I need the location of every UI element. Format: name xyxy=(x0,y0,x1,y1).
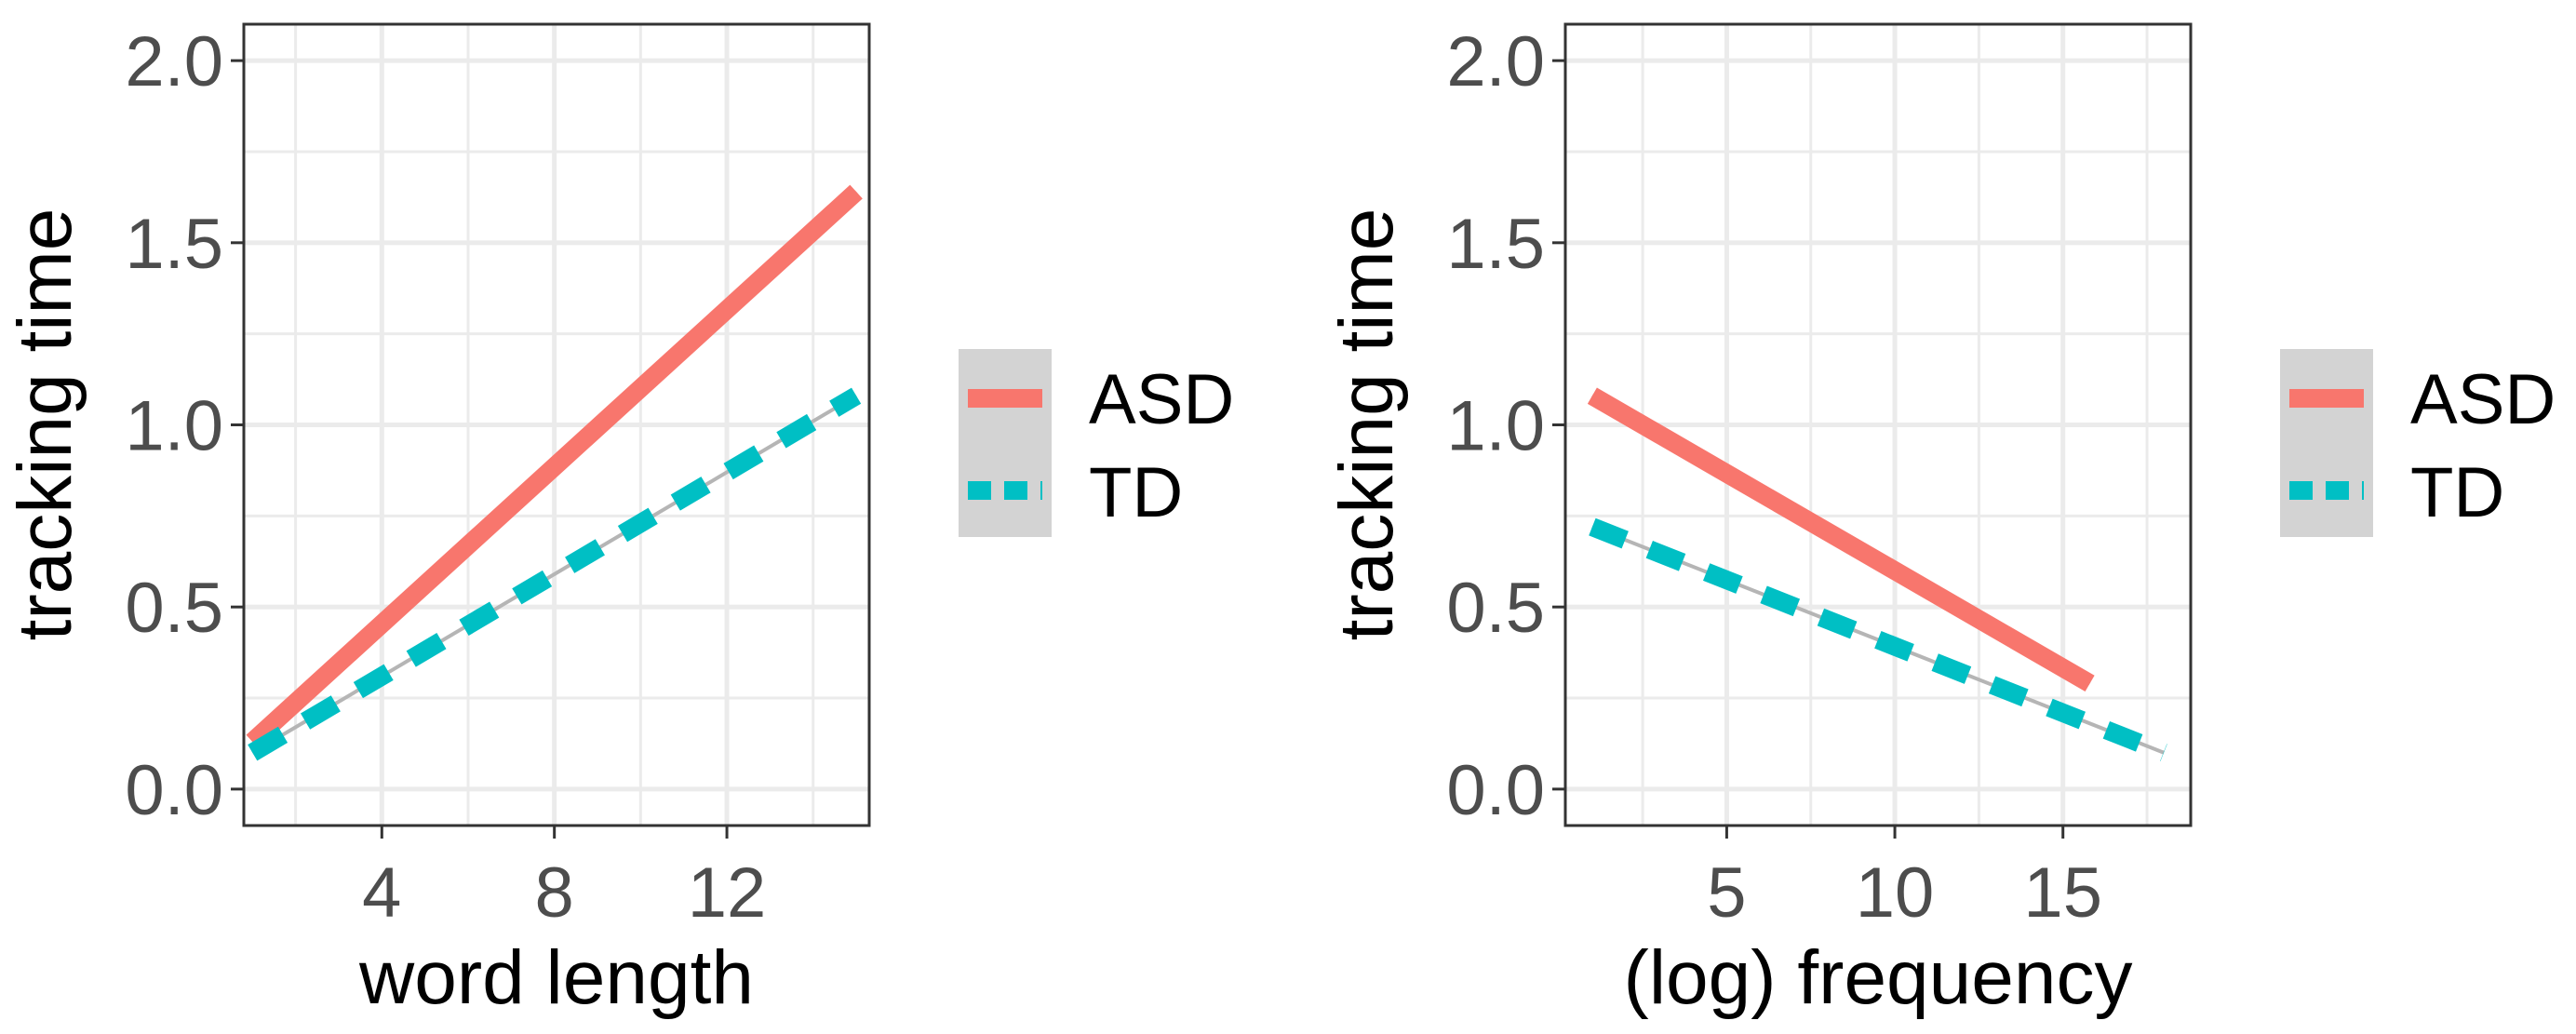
x-axis-ticks: 4 8 12 xyxy=(362,826,766,933)
legend-key-background xyxy=(959,349,1052,537)
x-tick-label: 10 xyxy=(1856,853,1935,933)
panel-log-frequency: 0.0 0.5 1.0 1.5 2.0 5 10 15 (log) frequency tr… xyxy=(1324,22,2556,1020)
legend-label-td: TD xyxy=(2410,453,2504,532)
x-tick-label: 12 xyxy=(688,853,767,933)
legend-label-td: TD xyxy=(1089,453,1183,532)
legend: ASD TD xyxy=(2280,349,2556,537)
x-axis-title: (log) frequency xyxy=(1624,935,2133,1020)
series-lines xyxy=(246,184,863,761)
y-tick-label: 0.5 xyxy=(1446,569,1545,648)
series-lines xyxy=(1587,387,2167,762)
series-line-asd xyxy=(1587,387,2095,692)
y-tick-label: 0.5 xyxy=(125,569,223,648)
y-tick-label: 0.0 xyxy=(1446,751,1545,830)
x-tick-label: 8 xyxy=(535,853,574,933)
series-line-asd xyxy=(246,184,863,749)
y-axis-ticks: 0.0 0.5 1.0 1.5 2.0 xyxy=(1446,22,1565,830)
y-tick-label: 0.0 xyxy=(125,751,223,830)
y-tick-label: 1.5 xyxy=(1446,205,1545,284)
legend-key-background xyxy=(2280,349,2373,537)
y-tick-label: 1.0 xyxy=(1446,387,1545,466)
y-axis-title: tracking time xyxy=(3,208,87,641)
y-tick-label: 2.0 xyxy=(125,22,223,101)
y-axis-title: tracking time xyxy=(1324,208,1409,641)
y-axis-ticks: 0.0 0.5 1.0 1.5 2.0 xyxy=(125,22,244,830)
x-axis-title: word length xyxy=(358,935,754,1020)
y-tick-label: 1.0 xyxy=(125,387,223,466)
x-tick-label: 5 xyxy=(1707,853,1746,933)
x-axis-ticks: 5 10 15 xyxy=(1707,826,2102,933)
panel-word-length: 0.0 0.5 1.0 1.5 2.0 4 8 12 word length trackin… xyxy=(3,22,1234,1020)
legend-label-asd: ASD xyxy=(2410,360,2556,439)
legend: ASD TD xyxy=(959,349,1234,537)
series-line-td xyxy=(1589,517,2167,762)
grid xyxy=(244,24,869,826)
series-line-td xyxy=(248,387,862,761)
x-tick-label: 4 xyxy=(362,853,401,933)
y-tick-label: 2.0 xyxy=(1446,22,1545,101)
y-tick-label: 1.5 xyxy=(125,205,223,284)
legend-label-asd: ASD xyxy=(1089,360,1234,439)
x-tick-label: 15 xyxy=(2023,853,2102,933)
